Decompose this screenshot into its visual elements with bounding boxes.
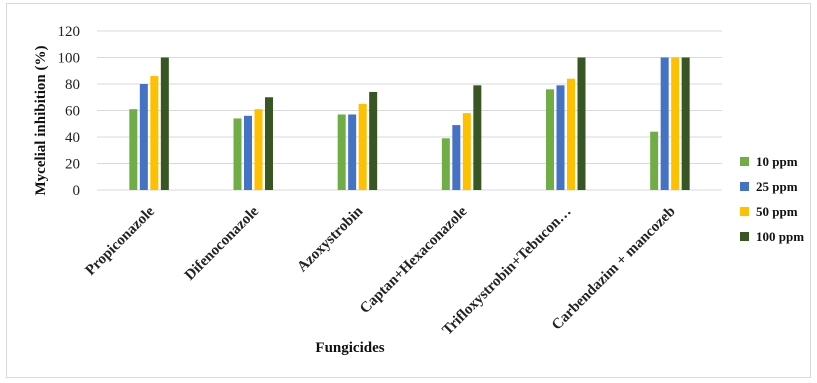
bar	[441, 138, 450, 190]
bar	[473, 85, 482, 190]
x-category-label: Azoxystrobin	[294, 203, 366, 275]
bar	[546, 89, 554, 190]
bar	[337, 114, 346, 190]
y-axis-title: Mycelial inhibition (%)	[33, 45, 49, 195]
bar	[660, 57, 669, 190]
bars	[129, 57, 690, 190]
legend: 10 ppm 25 ppm 50 ppm 100 ppm	[740, 154, 804, 244]
bar	[369, 91, 378, 190]
y-tick-label: 120	[58, 24, 81, 40]
legend-label: 25 ppm	[756, 179, 798, 194]
bar	[160, 57, 169, 190]
bar	[233, 118, 242, 190]
bar-chart: 0 20 40 60 80 100 120 Propiconazole Difenoconaz…	[33, 24, 804, 356]
bar	[150, 76, 159, 190]
bar	[254, 109, 263, 190]
bar	[348, 114, 357, 190]
bar	[671, 57, 680, 190]
bar	[244, 115, 252, 190]
legend-swatch	[740, 207, 749, 216]
bar	[139, 84, 148, 190]
x-category-label: Carbendazim + mancozeb	[549, 204, 679, 334]
bar	[452, 125, 461, 190]
y-tick-label: 60	[65, 104, 80, 120]
x-category-label: Difenoconazole	[182, 203, 262, 283]
bar	[265, 97, 273, 190]
chart-frame: 0 20 40 60 80 100 120 Propiconazole Difenoconaz…	[6, 3, 811, 378]
bar	[358, 103, 367, 190]
bar	[681, 57, 690, 190]
grid-lines	[97, 30, 722, 191]
y-tick-label: 20	[65, 157, 80, 173]
bar	[462, 113, 471, 190]
x-category-labels: Propiconazole Difenoconazole AzoxystrobinC…	[83, 203, 679, 338]
x-category-label: Propiconazole	[83, 203, 159, 279]
y-tick-labels: 0 20 40 60 80 100 120	[58, 24, 81, 199]
y-tick-label: 100	[58, 51, 81, 67]
y-tick-label: 80	[65, 77, 80, 93]
legend-swatch	[740, 157, 749, 166]
y-tick-label: 40	[65, 130, 80, 146]
legend-label: 10 ppm	[756, 154, 798, 169]
x-category-label: Captan+Hexaconazole	[357, 203, 471, 317]
bar	[577, 57, 586, 190]
legend-label: 100 ppm	[756, 229, 804, 244]
bar	[129, 109, 138, 190]
legend-swatch	[740, 182, 749, 191]
bar	[567, 78, 575, 190]
x-axis-title: Fungicides	[315, 340, 384, 356]
legend-swatch	[740, 232, 749, 241]
bar	[556, 85, 565, 190]
y-tick-label: 0	[73, 183, 81, 199]
bar	[650, 131, 659, 190]
legend-label: 50 ppm	[756, 204, 798, 219]
